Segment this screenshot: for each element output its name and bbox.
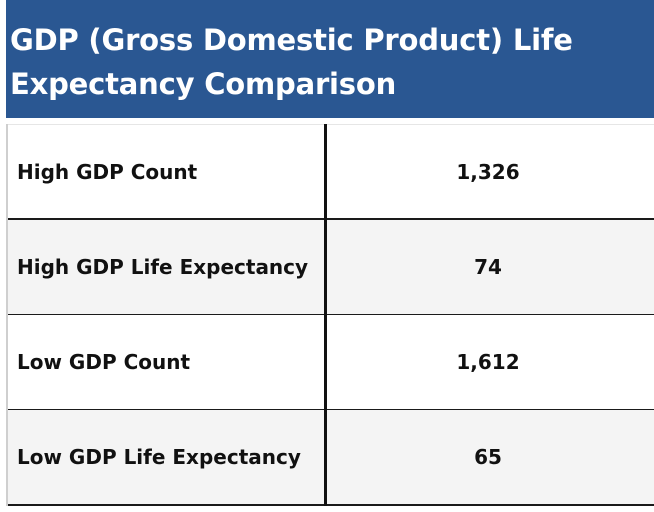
- title-bar: GDP (Gross Domestic Product) Life Expect…: [6, 0, 654, 118]
- row-label: Low GDP Count: [17, 350, 191, 374]
- row-value: 1,326: [456, 159, 520, 184]
- row-value: 74: [474, 255, 502, 279]
- comparison-table: High GDP Count 1,326 High GDP Life Expec…: [6, 124, 654, 506]
- row-value: 1,612: [456, 350, 520, 374]
- table-row: High GDP Count 1,326: [8, 124, 654, 220]
- row-label: High GDP Life Expectancy: [17, 255, 309, 279]
- column-divider: [324, 124, 327, 506]
- table-row: High GDP Life Expectancy 74: [8, 220, 654, 316]
- table-card: GDP (Gross Domestic Product) Life Expect…: [6, 0, 654, 512]
- row-label: Low GDP Life Expectancy: [17, 445, 301, 469]
- table-row: Low GDP Count 1,612: [8, 315, 654, 411]
- row-value: 65: [474, 445, 502, 469]
- row-label: High GDP Count: [17, 159, 198, 184]
- table-title: GDP (Gross Domestic Product) Life Expect…: [10, 23, 573, 101]
- table-row: Low GDP Life Expectancy 65: [8, 410, 654, 506]
